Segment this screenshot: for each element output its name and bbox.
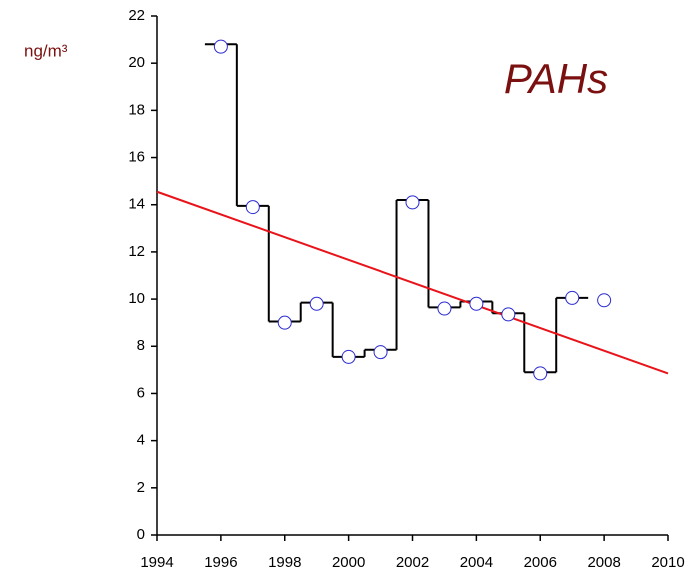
x-tick-label: 2008	[587, 554, 620, 571]
marker	[437, 301, 452, 316]
marker	[597, 293, 612, 308]
x-tick-label: 1996	[204, 554, 237, 571]
marker	[533, 366, 548, 381]
marker	[245, 200, 260, 215]
marker	[405, 195, 420, 210]
x-tick-label: 2004	[460, 554, 493, 571]
y-axis-label: ng/m³	[24, 41, 68, 60]
x-tick-label: 2010	[651, 554, 684, 571]
y-tick-label: 0	[137, 526, 145, 543]
marker	[501, 307, 516, 322]
y-tick-label: 2	[137, 479, 145, 496]
y-tick-label: 20	[128, 54, 145, 71]
marker	[373, 345, 388, 360]
x-tick-label: 2006	[524, 554, 557, 571]
y-tick-label: 16	[128, 149, 145, 166]
marker	[341, 349, 356, 364]
y-tick-label: 6	[137, 384, 145, 401]
marker	[309, 296, 324, 311]
marker	[277, 315, 292, 330]
y-tick-label: 10	[128, 290, 145, 307]
marker	[213, 39, 228, 54]
x-tick-label: 2000	[332, 554, 365, 571]
y-tick-label: 18	[128, 101, 145, 118]
y-tick-label: 14	[128, 196, 145, 213]
marker	[565, 290, 580, 305]
y-tick-label: 12	[128, 243, 145, 260]
marker	[469, 296, 484, 311]
y-tick-label: 8	[137, 337, 145, 354]
chart-title: PAHs	[504, 55, 608, 102]
y-tick-label: 22	[128, 7, 145, 24]
x-tick-label: 2002	[396, 554, 429, 571]
x-tick-label: 1998	[268, 554, 301, 571]
x-tick-label: 1994	[140, 554, 173, 571]
trend-line	[156, 190, 669, 375]
y-tick-label: 4	[137, 432, 145, 449]
